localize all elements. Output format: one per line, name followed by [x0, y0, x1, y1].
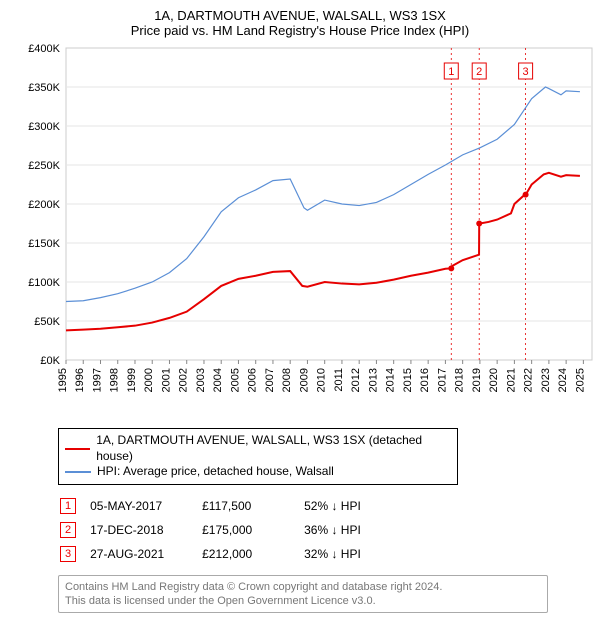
svg-text:2016: 2016 [419, 368, 431, 392]
footer-attribution: Contains HM Land Registry data © Crown c… [58, 575, 548, 614]
svg-text:£300K: £300K [28, 121, 60, 133]
svg-text:£100K: £100K [28, 277, 60, 289]
svg-text:2005: 2005 [229, 368, 241, 392]
svg-text:1997: 1997 [91, 368, 103, 392]
legend-swatch [65, 471, 91, 473]
chart-svg: £0K £50K £100K £150K £200K £250K £300K £350K £40… [10, 42, 600, 422]
svg-text:2001: 2001 [160, 368, 172, 392]
svg-text:3: 3 [523, 66, 529, 78]
legend-label: 1A, DARTMOUTH AVENUE, WALSALL, WS3 1SX (… [96, 433, 451, 464]
marker-number: 2 [60, 522, 76, 538]
svg-text:1: 1 [448, 66, 454, 78]
svg-text:2003: 2003 [195, 368, 207, 392]
marker-row: 3 27-AUG-2021£212,00032% ↓ HPI [60, 543, 373, 565]
svg-text:2002: 2002 [178, 368, 190, 392]
footer-line2: This data is licensed under the Open Gov… [65, 594, 541, 608]
chart-title: 1A, DARTMOUTH AVENUE, WALSALL, WS3 1SX [10, 8, 590, 23]
legend-item: 1A, DARTMOUTH AVENUE, WALSALL, WS3 1SX (… [65, 433, 451, 464]
marker-row: 1 05-MAY-2017£117,50052% ↓ HPI [60, 495, 373, 517]
chart-plot: £0K £50K £100K £150K £200K £250K £300K £350K £40… [10, 42, 590, 422]
title-block: 1A, DARTMOUTH AVENUE, WALSALL, WS3 1SX P… [10, 8, 590, 38]
svg-text:2012: 2012 [350, 368, 362, 392]
marker-price: £117,500 [202, 495, 302, 517]
chart-container: 1A, DARTMOUTH AVENUE, WALSALL, WS3 1SX P… [0, 0, 600, 619]
svg-text:2015: 2015 [402, 368, 414, 392]
marker-row: 2 17-DEC-2018£175,00036% ↓ HPI [60, 519, 373, 541]
chart-subtitle: Price paid vs. HM Land Registry's House … [10, 23, 590, 38]
svg-text:£200K: £200K [28, 199, 60, 211]
marker-number: 1 [60, 498, 76, 514]
svg-text:2008: 2008 [281, 368, 293, 392]
marker-price: £212,000 [202, 543, 302, 565]
svg-text:2013: 2013 [367, 368, 379, 392]
markers-table: 1 05-MAY-2017£117,50052% ↓ HPI 2 17-DEC-201… [58, 493, 375, 567]
legend-item: HPI: Average price, detached house, Wals… [65, 464, 451, 480]
svg-text:2025: 2025 [574, 368, 586, 392]
marker-price: £175,000 [202, 519, 302, 541]
svg-text:1996: 1996 [74, 368, 86, 392]
footer-line1: Contains HM Land Registry data © Crown c… [65, 580, 541, 594]
marker-date: 27-AUG-2021 [90, 543, 200, 565]
svg-text:2019: 2019 [471, 368, 483, 392]
svg-text:2: 2 [476, 66, 482, 78]
svg-text:2014: 2014 [385, 368, 397, 392]
svg-text:£50K: £50K [34, 316, 60, 328]
svg-text:£400K: £400K [28, 43, 60, 55]
svg-text:£150K: £150K [28, 238, 60, 250]
svg-text:1999: 1999 [126, 368, 138, 392]
svg-text:£250K: £250K [28, 160, 60, 172]
marker-date: 05-MAY-2017 [90, 495, 200, 517]
marker-delta: 36% ↓ HPI [304, 519, 373, 541]
svg-text:2004: 2004 [212, 368, 224, 392]
svg-text:2007: 2007 [264, 368, 276, 392]
svg-text:2021: 2021 [505, 368, 517, 392]
svg-text:2017: 2017 [436, 368, 448, 392]
svg-text:2024: 2024 [557, 368, 569, 392]
svg-text:2011: 2011 [333, 368, 345, 392]
svg-text:2010: 2010 [316, 368, 328, 392]
legend-swatch [65, 448, 90, 450]
svg-text:2009: 2009 [298, 368, 310, 392]
svg-text:£0K: £0K [40, 355, 60, 367]
svg-text:1995: 1995 [57, 368, 69, 392]
svg-text:2023: 2023 [540, 368, 552, 392]
svg-text:2006: 2006 [247, 368, 259, 392]
marker-number: 3 [60, 546, 76, 562]
svg-text:£350K: £350K [28, 82, 60, 94]
marker-date: 17-DEC-2018 [90, 519, 200, 541]
legend: 1A, DARTMOUTH AVENUE, WALSALL, WS3 1SX (… [58, 428, 458, 485]
svg-text:2018: 2018 [454, 368, 466, 392]
svg-text:2020: 2020 [488, 368, 500, 392]
marker-delta: 32% ↓ HPI [304, 543, 373, 565]
svg-text:1998: 1998 [109, 368, 121, 392]
legend-label: HPI: Average price, detached house, Wals… [97, 464, 334, 480]
svg-text:2022: 2022 [523, 368, 535, 392]
svg-text:2000: 2000 [143, 368, 155, 392]
marker-delta: 52% ↓ HPI [304, 495, 373, 517]
